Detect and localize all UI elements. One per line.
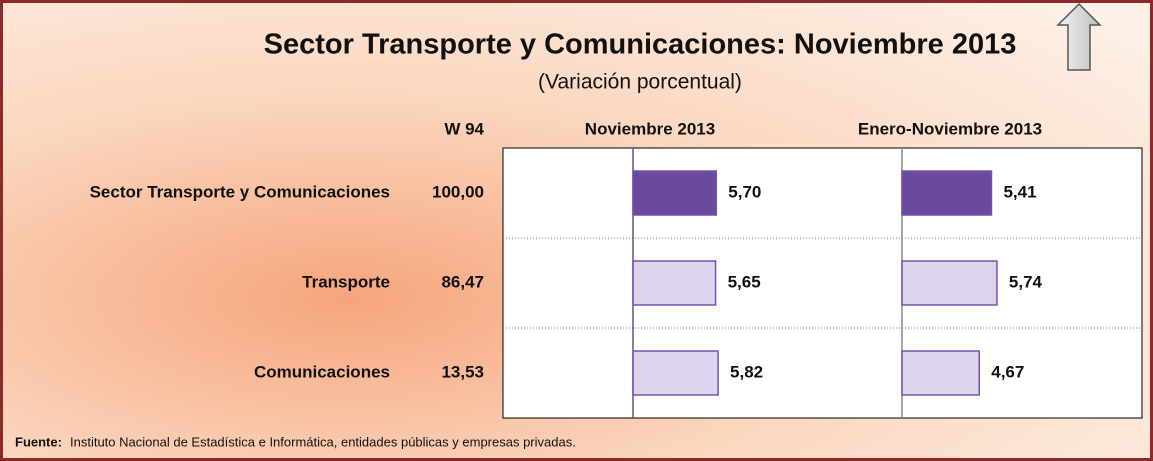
weight-label: 13,53 [441, 362, 484, 381]
value-label: 5,70 [728, 182, 761, 201]
category-label: Transporte [302, 272, 390, 291]
bar [901, 350, 980, 396]
series-header: Enero-Noviembre 2013 [858, 119, 1042, 138]
bar [901, 170, 993, 216]
weight-label: 100,00 [432, 182, 484, 201]
up-arrow-icon [1056, 2, 1102, 71]
value-label: 4,67 [991, 362, 1024, 381]
source-label: Fuente: [15, 434, 62, 449]
category-label: Comunicaciones [254, 362, 390, 381]
bar [632, 350, 719, 396]
bar [901, 260, 998, 306]
bar [632, 170, 718, 216]
value-label: 5,74 [1009, 272, 1043, 291]
series-header: Noviembre 2013 [585, 119, 715, 138]
chart-title: Sector Transporte y Comunicaciones: Novi… [264, 29, 1017, 61]
chart-subtitle: (Variación porcentual) [538, 71, 742, 94]
bar [632, 260, 717, 306]
weight-label: 86,47 [441, 272, 484, 291]
category-label: Sector Transporte y Comunicaciones [90, 182, 390, 201]
plot-area [502, 147, 1143, 419]
value-label: 5,65 [728, 272, 761, 291]
source-text: Instituto Nacional de Estadística e Info… [70, 434, 576, 449]
value-label: 5,41 [1003, 182, 1036, 201]
value-label: 5,82 [730, 362, 763, 381]
weights-header: W 94 [444, 119, 484, 138]
